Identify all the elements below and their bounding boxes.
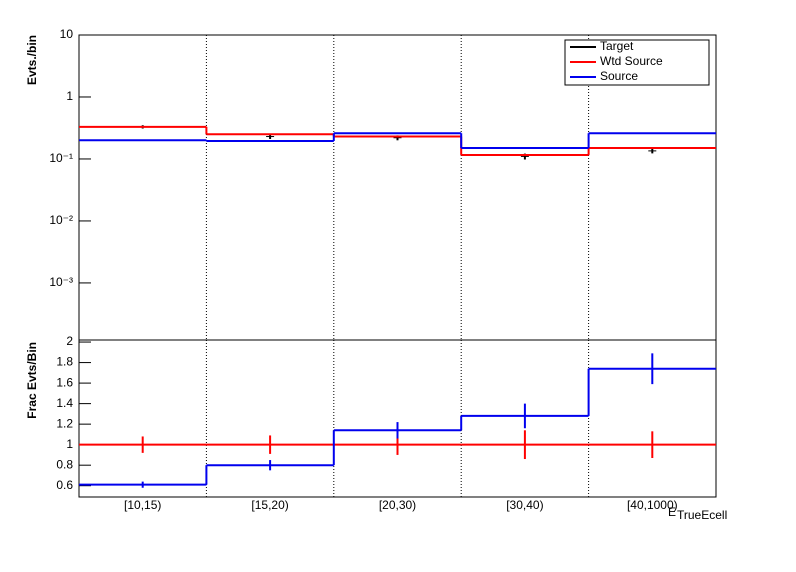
x-tick-label: [20,30) xyxy=(379,498,416,512)
y-tick-label: 10⁻¹ xyxy=(49,151,73,165)
y-tick-label: 1.4 xyxy=(56,396,73,410)
y-tick-label: 0.8 xyxy=(56,457,73,471)
y-tick-label: 1.6 xyxy=(56,375,73,389)
y-tick-label: 10 xyxy=(60,27,74,41)
legend-label: Source xyxy=(600,69,638,83)
x-axis-label: E xyxy=(668,505,676,519)
y-tick-label: 10⁻² xyxy=(49,213,73,227)
x-tick-label: [15,20) xyxy=(251,498,288,512)
y-tick-label: 1.2 xyxy=(56,416,73,430)
y-axis-label: Frac Evts/Bin xyxy=(25,342,39,419)
x-tick-label: [30,40) xyxy=(506,498,543,512)
y-tick-label: 1.8 xyxy=(56,355,73,369)
x-tick-label: [40,1000) xyxy=(627,498,678,512)
y-tick-label: 10⁻³ xyxy=(49,275,73,289)
y-axis-label: Evts./bin xyxy=(25,35,39,85)
x-axis-label-sub: TrueEcell xyxy=(677,508,727,522)
y-tick-label: 1 xyxy=(66,89,73,103)
y-tick-label: 0.6 xyxy=(56,478,73,492)
y-tick-label: 2 xyxy=(66,334,73,348)
frame xyxy=(78,339,717,498)
legend-label: Target xyxy=(600,39,634,53)
x-tick-label: [10,15) xyxy=(124,498,161,512)
legend-label: Wtd Source xyxy=(600,54,663,68)
y-tick-label: 1 xyxy=(66,437,73,451)
